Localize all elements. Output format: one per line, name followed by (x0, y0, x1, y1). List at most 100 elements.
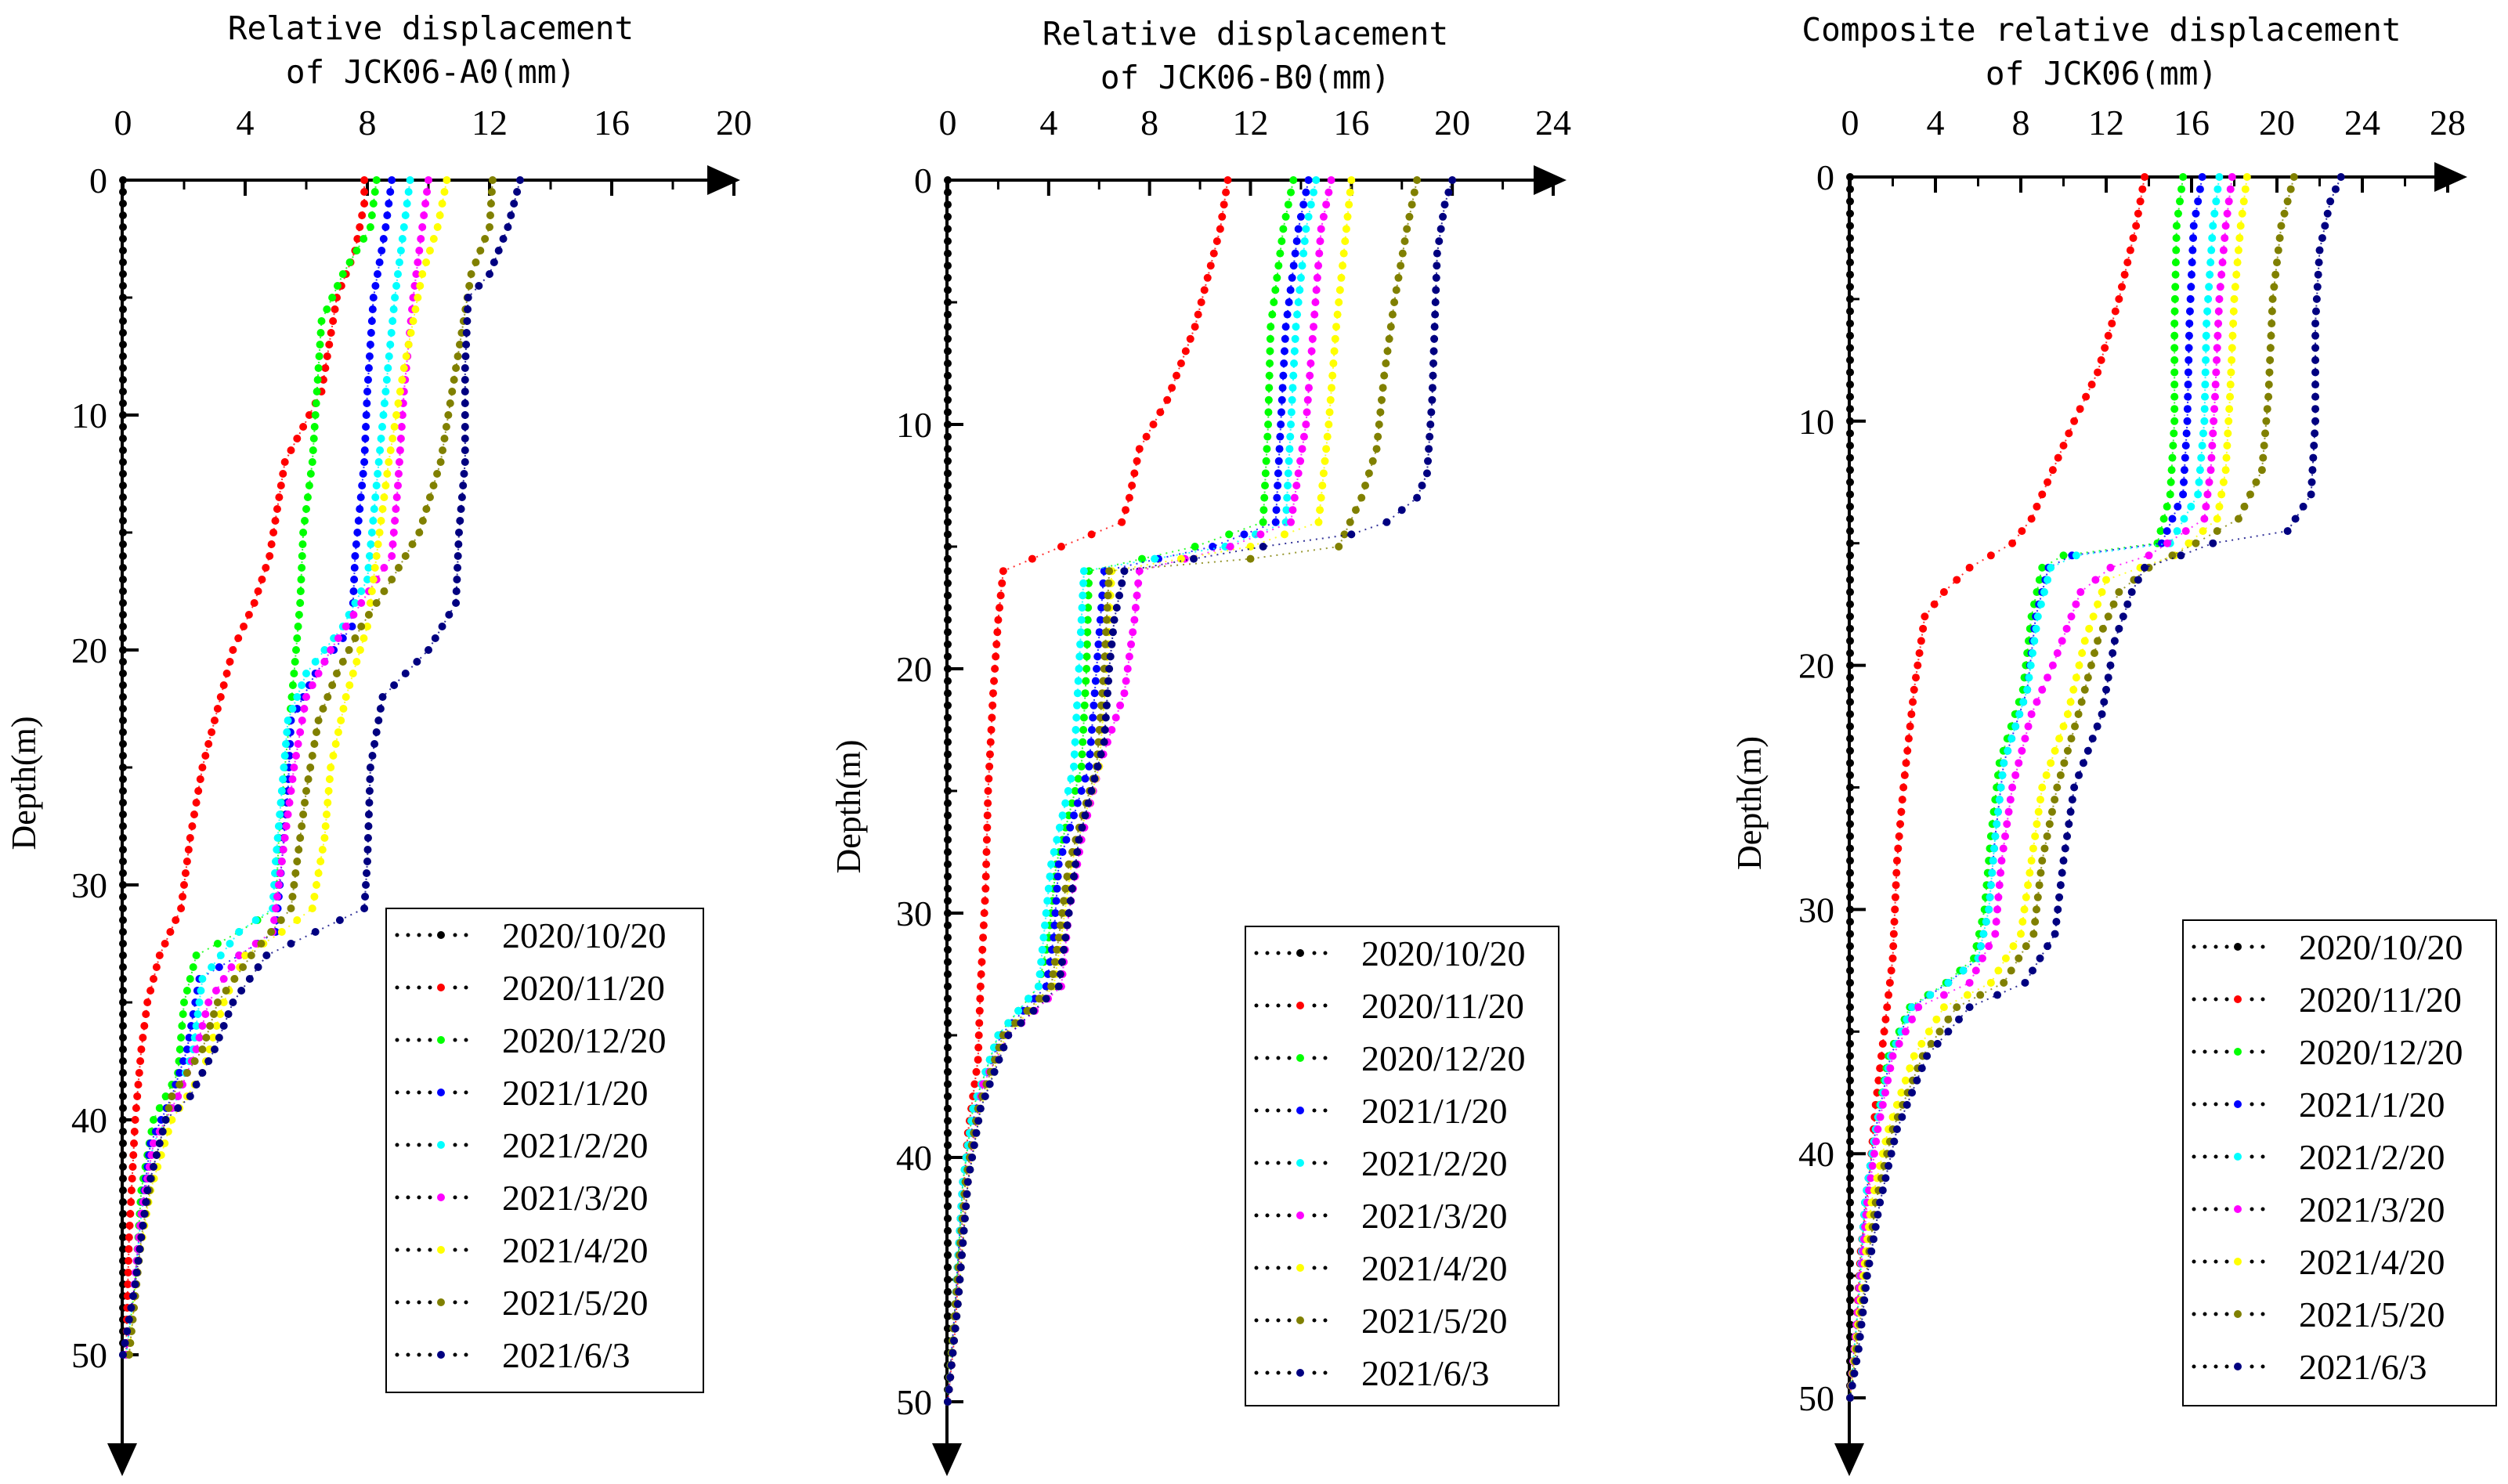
data-point (1125, 652, 1133, 661)
data-point (139, 1034, 147, 1042)
data-point (1096, 713, 1104, 722)
data-point (119, 423, 127, 431)
data-point (1846, 1100, 1854, 1109)
legend-dot (2192, 1364, 2196, 1369)
legend-dot (406, 1195, 410, 1200)
data-point (425, 646, 432, 654)
legend-dot (1323, 1003, 1328, 1008)
data-point (1874, 1125, 1882, 1134)
data-point (258, 576, 266, 583)
legend-dot (2213, 1154, 2218, 1159)
legend-marker (2234, 1153, 2242, 1161)
data-point (2273, 258, 2281, 267)
data-point (2260, 441, 2268, 450)
data-point (182, 1045, 191, 1053)
data-point (1050, 958, 1059, 966)
data-point (1259, 543, 1267, 551)
data-point (119, 435, 127, 442)
data-point (1271, 518, 1280, 526)
data-point (119, 1139, 127, 1147)
data-point (119, 881, 127, 889)
data-point (1846, 978, 1854, 987)
data-point (392, 505, 400, 513)
legend-dot (1276, 1161, 1281, 1165)
data-point (2023, 685, 2032, 694)
data-point (454, 352, 462, 360)
data-point (345, 646, 353, 654)
data-point (1310, 310, 1319, 319)
data-point (2239, 197, 2248, 206)
data-point (1284, 200, 1292, 209)
data-point (983, 823, 992, 832)
data-point (944, 1092, 952, 1100)
data-point (1440, 200, 1449, 209)
legend-dot (2192, 944, 2196, 949)
data-point (1846, 807, 1854, 816)
data-point (1093, 762, 1102, 771)
data-point (216, 951, 225, 959)
data-point (980, 909, 988, 917)
data-point (119, 446, 127, 454)
data-point (319, 705, 327, 713)
data-point (1846, 539, 1854, 547)
data-point (2087, 381, 2096, 389)
data-point (1848, 1381, 1856, 1390)
y-axis-label: Depth(m) (1730, 736, 1769, 870)
data-point (1997, 783, 2005, 792)
data-point (1324, 188, 1333, 197)
data-point (944, 713, 952, 722)
data-point (1191, 543, 1199, 551)
legend-dot (395, 985, 399, 990)
data-point (119, 540, 127, 548)
data-point (1892, 857, 1901, 865)
data-point (356, 493, 365, 501)
legend-dot (395, 1090, 399, 1095)
data-point (436, 458, 445, 466)
data-point (2206, 270, 2214, 279)
data-point (944, 1276, 952, 1284)
data-point (2185, 344, 2193, 352)
data-point (966, 1165, 974, 1174)
data-point (363, 834, 372, 842)
data-point (372, 552, 381, 560)
x-tick-label: 28 (2430, 103, 2466, 143)
data-point (2206, 258, 2215, 267)
data-point (2199, 527, 2207, 536)
data-point (119, 858, 127, 865)
data-point (396, 388, 404, 395)
data-point (2223, 441, 2232, 450)
data-point (208, 963, 216, 971)
legend-label: 2021/1/20 (502, 1073, 649, 1113)
data-point (198, 1069, 207, 1077)
data-point (328, 294, 337, 301)
data-point (1899, 783, 1908, 792)
data-point (2227, 368, 2235, 377)
data-point (944, 334, 952, 343)
legend-item: 2021/4/20 (1254, 1248, 1508, 1288)
data-point (1290, 493, 1299, 502)
data-point (1368, 457, 1377, 465)
data-point (351, 599, 360, 607)
data-point (1418, 482, 1426, 489)
y-tick-label: 30 (1798, 890, 1834, 930)
data-point (414, 258, 422, 266)
data-point (204, 740, 213, 748)
data-point (132, 1269, 141, 1276)
data-point (363, 869, 371, 877)
data-point (1156, 408, 1165, 417)
data-point (337, 717, 345, 724)
legend-dot (1265, 1108, 1270, 1113)
data-point (1046, 872, 1054, 881)
data-point (1072, 860, 1080, 868)
data-point (944, 1043, 952, 1052)
legend-dot (2203, 997, 2207, 1002)
data-point (2181, 453, 2189, 462)
data-point (1087, 530, 1096, 539)
data-point (1274, 469, 1282, 478)
data-point (339, 705, 348, 713)
data-point (1306, 200, 1315, 209)
data-point (1992, 917, 2000, 926)
x-axis-arrow (2434, 162, 2467, 192)
data-point (1846, 1125, 1854, 1134)
